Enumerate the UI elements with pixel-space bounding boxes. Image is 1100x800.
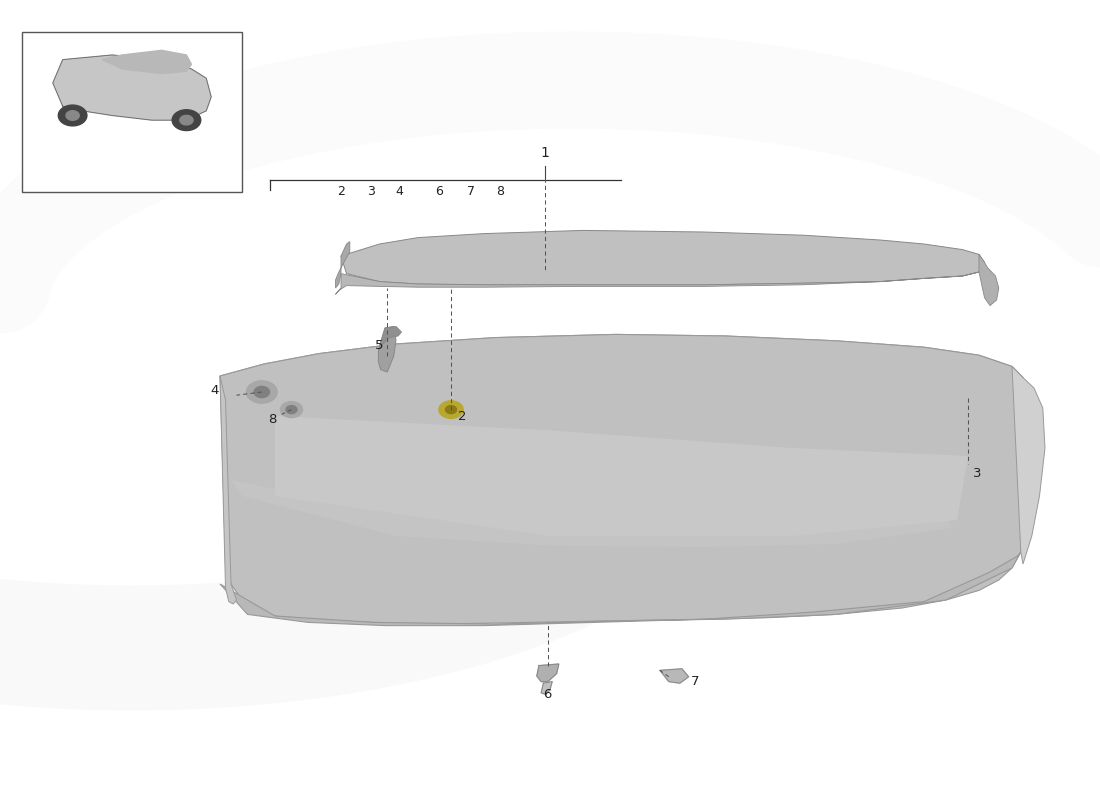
Text: 5: 5 — [375, 339, 384, 352]
Circle shape — [172, 110, 201, 130]
Text: 7: 7 — [466, 185, 475, 198]
Text: 7: 7 — [691, 675, 700, 688]
Circle shape — [280, 402, 302, 418]
Text: 2: 2 — [337, 185, 345, 198]
Circle shape — [446, 406, 456, 414]
Text: 3: 3 — [972, 467, 981, 480]
Polygon shape — [336, 242, 350, 288]
Polygon shape — [53, 55, 211, 120]
Polygon shape — [378, 326, 396, 372]
Circle shape — [58, 105, 87, 126]
Polygon shape — [336, 262, 985, 294]
Text: 4: 4 — [210, 384, 219, 397]
Polygon shape — [541, 682, 552, 694]
Polygon shape — [660, 669, 689, 683]
Polygon shape — [378, 326, 402, 350]
Polygon shape — [102, 50, 191, 74]
Text: 3: 3 — [366, 185, 375, 198]
Polygon shape — [1012, 366, 1045, 564]
Polygon shape — [220, 334, 1023, 420]
Polygon shape — [220, 376, 236, 604]
Polygon shape — [231, 480, 952, 547]
Text: 2: 2 — [458, 410, 466, 422]
Circle shape — [439, 401, 463, 418]
Polygon shape — [341, 230, 984, 285]
Text: 6: 6 — [543, 688, 552, 701]
Text: 1: 1 — [540, 146, 549, 160]
Bar — [22, 32, 242, 192]
Text: a passion for parts since 1985: a passion for parts since 1985 — [344, 494, 712, 626]
Polygon shape — [537, 664, 559, 682]
Text: europes: europes — [300, 399, 756, 497]
Circle shape — [254, 386, 270, 398]
Polygon shape — [275, 416, 968, 536]
Circle shape — [66, 110, 79, 120]
Circle shape — [246, 381, 277, 403]
Text: 8: 8 — [268, 413, 277, 426]
Polygon shape — [220, 552, 1021, 626]
Circle shape — [286, 406, 297, 414]
Text: 4: 4 — [395, 185, 404, 198]
Circle shape — [180, 115, 194, 125]
Text: 8: 8 — [496, 185, 505, 198]
Polygon shape — [979, 254, 999, 306]
Polygon shape — [220, 334, 1023, 624]
Text: 6: 6 — [434, 185, 443, 198]
